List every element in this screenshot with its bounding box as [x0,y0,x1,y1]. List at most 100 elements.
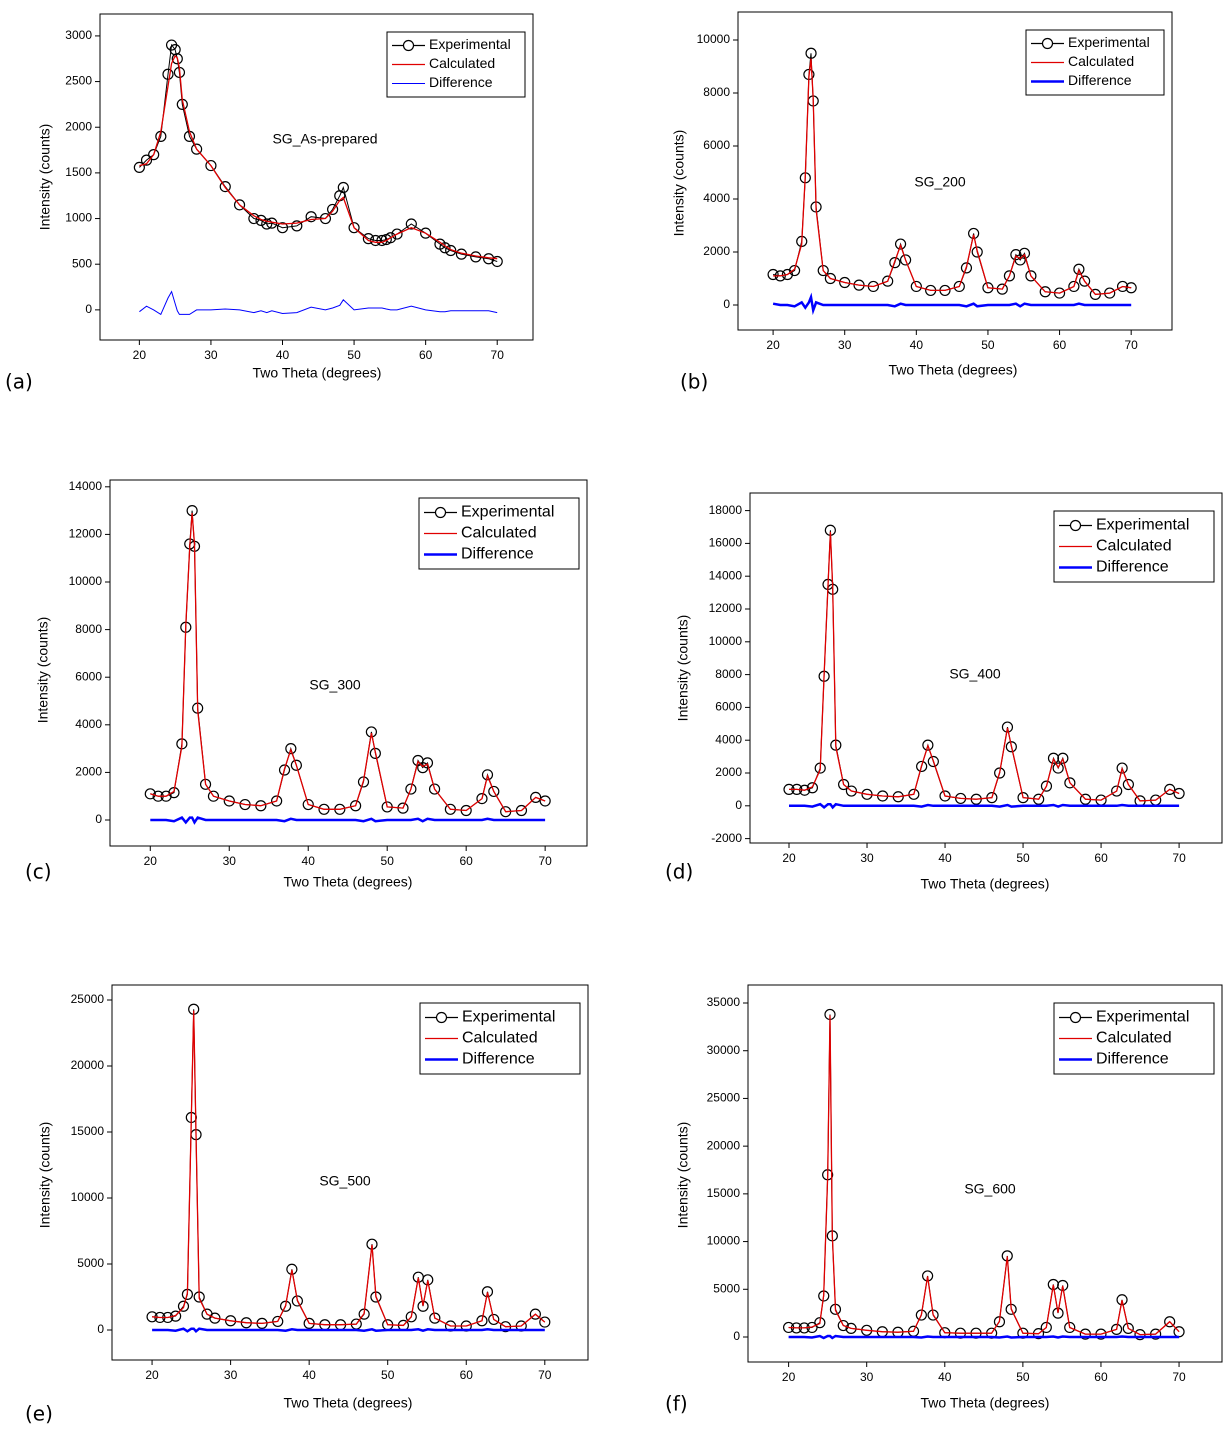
legend-label: Difference [429,74,493,90]
panel-label: (b) [680,370,708,394]
y-tick-label: 30000 [707,1043,741,1057]
data-point [767,268,779,281]
data-point [405,783,417,795]
data-point [327,203,339,216]
x-tick-label: 20 [133,348,147,362]
series-line [152,1327,545,1334]
data-point [1073,263,1085,275]
data-point [476,1315,488,1327]
data-point [529,1308,541,1320]
legend-label: Difference [1096,1051,1169,1068]
chart-panel: 20 30 40 50 60 70 0 5000 10000 15000 20000 25000 300… [665,984,1223,1416]
data-point [838,778,850,791]
data-point [421,757,434,769]
data-point [481,769,494,781]
chart-panel: 20 30 40 50 60 70 0 500 1000 1500 2000 2500 3000 Two … [5,13,534,394]
data-point [788,264,801,277]
series-line [772,292,1132,316]
x-tick-label: 50 [981,338,995,352]
data-point [1005,741,1017,753]
plot-frame [109,479,588,847]
data-point [1173,787,1185,800]
data-point [845,785,858,797]
y-tick-label: 25000 [71,992,105,1006]
y-tick-label: 18000 [709,503,743,517]
y-tick-label: 25000 [707,1091,741,1105]
y-tick-label: 6000 [715,700,742,714]
y-tick-label: 1000 [65,211,92,225]
data-point [384,232,397,244]
data-point [362,233,374,245]
y-tick-label: 5000 [77,1256,104,1270]
data-point [1018,247,1031,259]
legend-marker [1069,519,1082,532]
y-tick-label: 500 [72,256,92,270]
data-point [1001,721,1014,733]
y-tick-label: 2000 [65,119,92,133]
y-tick-label: 2000 [703,244,730,258]
plot-frame [99,13,534,341]
y-tick-label: 2500 [65,74,92,88]
data-point [279,1300,292,1312]
data-point [271,795,283,807]
legend-label: Difference [462,1051,535,1068]
data-point [1040,780,1053,792]
data-point [285,743,297,755]
data-point [1047,752,1060,764]
data-point [445,244,457,257]
x-tick-label: 60 [1053,338,1067,352]
y-tick-label: 10000 [71,1190,105,1204]
x-tick-label: 30 [838,338,852,352]
series-line [789,802,1180,810]
x-tick-label: 30 [223,854,237,868]
data-point [233,199,246,211]
data-point [481,1286,494,1298]
legend-label: Calculated [1068,53,1134,69]
annotation: SG_300 [309,677,361,693]
x-axis-label: Two Theta (degrees) [284,874,413,890]
data-point [899,254,912,266]
y-axis-label: Intensity (counts) [37,124,53,231]
x-axis-label: Two Theta (degrees) [889,362,1018,378]
data-point [910,280,922,293]
data-point [882,275,894,287]
y-tick-label: -2000 [711,831,742,845]
data-point [488,785,500,798]
y-tick-label: 20000 [71,1058,105,1072]
x-tick-label: 70 [1124,338,1138,352]
data-point [209,1312,221,1324]
series-line [152,1010,546,1328]
x-tick-label: 70 [1172,851,1186,865]
x-tick-label: 40 [276,348,290,362]
x-tick-label: 30 [204,348,218,362]
data-point [1057,1279,1069,1292]
y-tick-label: 0 [97,1322,104,1336]
legend-label: Experimental [1096,1009,1189,1026]
data-point [539,1316,551,1328]
data-point [971,246,983,258]
data-point [148,149,160,161]
x-tick-label: 40 [938,851,952,865]
data-point [133,161,145,174]
x-axis-label: Two Theta (degrees) [253,365,382,381]
data-point [814,1317,826,1329]
data-point [915,1309,927,1321]
annotation: SG_As-prepared [272,131,377,147]
data-point [837,1319,849,1332]
y-tick-label: 35000 [707,995,741,1009]
data-point [429,1312,441,1324]
legend-label: Calculated [1096,1030,1172,1047]
data-point [337,181,349,194]
data-point [1025,270,1037,282]
data-point [1116,1294,1128,1306]
y-tick-label: 8000 [703,85,730,99]
legend-marker [1069,1011,1082,1024]
y-axis-label: Intensity (counts) [671,130,687,237]
y-tick-label: 15000 [71,1124,105,1138]
data-point [350,800,362,812]
legend-label: Calculated [429,55,495,71]
data-point [223,795,235,807]
data-point [916,760,928,773]
y-tick-label: 6000 [703,138,730,152]
